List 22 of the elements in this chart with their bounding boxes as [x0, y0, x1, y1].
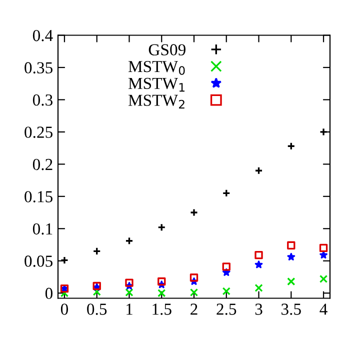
x-tick-label: 1: [126, 304, 132, 315]
legend-label: GS09: [148, 44, 186, 56]
y-tick-label: 0.05: [24, 256, 52, 267]
x-tick-label: 0.5: [87, 304, 107, 315]
x-tick-label: 3.5: [282, 304, 301, 315]
x-tick-label: 0: [60, 304, 68, 315]
y-tick-label: 0.3: [32, 94, 52, 106]
y-tick-label: 0.25: [24, 126, 52, 138]
legend-label: MSTW$_{1}$: [128, 78, 184, 92]
x-tick-label: 3: [255, 304, 262, 315]
x-tick-label: 2: [190, 304, 198, 315]
legend-label: MSTW$_{0}$: [128, 60, 185, 75]
y-tick-label: 0.2: [32, 158, 52, 170]
legend-label: MSTW$_{2}$: [128, 94, 184, 109]
y-tick-label: 0.35: [24, 62, 52, 74]
y-tick-label: 0.1: [32, 223, 52, 235]
y-tick-label: 0.4: [32, 30, 53, 42]
x-tick-label: 4: [320, 304, 328, 315]
y-tick-label: 0: [45, 288, 53, 300]
x-tick-label: 1.5: [152, 304, 172, 315]
y-tick-label: 0.15: [24, 191, 52, 202]
x-tick-label: 2.5: [216, 304, 236, 315]
